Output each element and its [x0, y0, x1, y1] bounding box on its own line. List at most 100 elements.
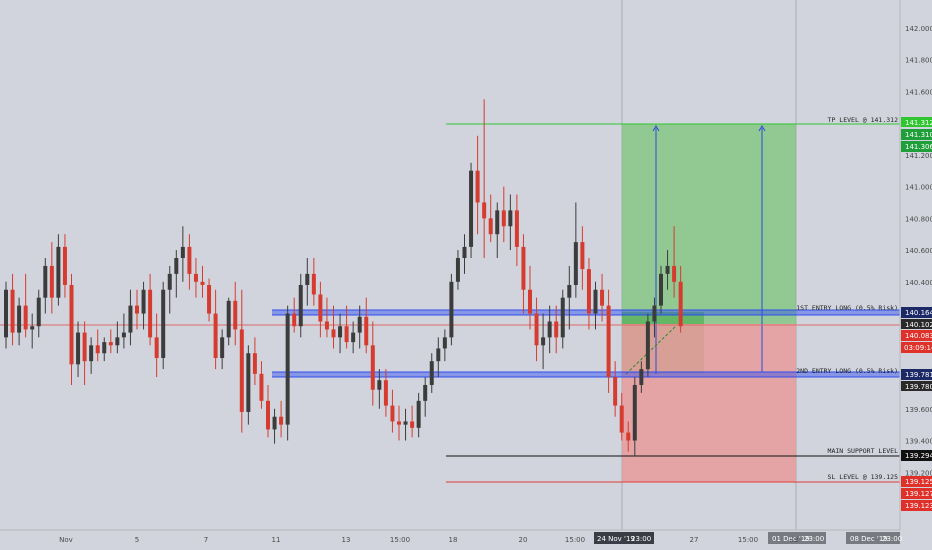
entry2-label: 2ND ENTRY LONG (0.5% Risk) — [796, 367, 898, 375]
candle-body — [659, 273, 663, 306]
candle-body — [89, 345, 94, 362]
date-tag-3: 08 Dec '19 — [850, 535, 888, 543]
candle-body — [586, 269, 591, 314]
target-arrowhead-1 — [652, 125, 660, 132]
candle-body — [475, 170, 480, 203]
candle-body — [62, 246, 67, 285]
candle-body — [56, 246, 61, 298]
entry2-badge-b: 139.780 — [905, 383, 932, 391]
candle-body — [285, 313, 290, 425]
candle-body — [102, 342, 107, 354]
candle-body — [135, 305, 139, 314]
candle-body — [95, 345, 100, 354]
x-tick-label: 15:00 — [565, 536, 585, 544]
candle-body — [436, 348, 441, 362]
current-badge: 140.102 — [905, 321, 932, 329]
candle-body — [370, 345, 375, 390]
candle-body — [49, 265, 54, 298]
sl-badge-b-bg — [901, 488, 932, 499]
candle-body — [108, 342, 113, 346]
candle-body — [207, 284, 212, 314]
sl-badge-a-bg — [901, 476, 932, 487]
current-badge-bg — [901, 319, 932, 329]
tp-level-label: TP LEVEL @ 141.312 — [828, 116, 899, 124]
y-tick-label: 141.200 — [905, 152, 932, 160]
candle-body — [187, 246, 192, 274]
time-tag-3: 23:00 — [882, 535, 902, 543]
candle-body — [266, 400, 270, 430]
sl-badge-b: 139.127 — [905, 490, 932, 498]
x-tick-label: 18 — [449, 536, 458, 544]
candle-body — [141, 289, 146, 314]
candle-body — [547, 321, 552, 338]
candle-body — [30, 326, 35, 330]
entry1-badge-bg — [901, 307, 932, 318]
countdown-badge: 03:09:14 — [904, 344, 932, 352]
candle-body — [272, 416, 277, 430]
x-tick-label: 7 — [204, 536, 208, 544]
candle-body — [652, 305, 657, 322]
candle-body — [10, 289, 15, 333]
candle-body — [567, 284, 572, 298]
candle-body — [357, 316, 362, 333]
candle-body — [416, 400, 421, 428]
candle-body — [344, 326, 349, 343]
candle-body — [318, 294, 323, 322]
candle-body — [351, 332, 356, 343]
candle-body — [488, 218, 493, 235]
crosshair-time: 23:00 — [631, 535, 651, 543]
x-tick-label: 15:00 — [390, 536, 410, 544]
candle-body — [180, 246, 185, 258]
current-red-badge-bg — [901, 330, 932, 341]
candle-body — [580, 242, 585, 270]
y-tick-label: 141.000 — [905, 184, 932, 192]
sl-badge-a: 139.125 — [905, 478, 932, 486]
candle-body — [115, 337, 120, 346]
candle-body — [213, 313, 218, 358]
candle-body — [233, 300, 238, 330]
candle-body — [298, 284, 303, 327]
support-badge: 139.294 — [905, 452, 932, 460]
entry1-label: 1ST ENTRY LONG (0.5% Risk) — [796, 304, 898, 312]
entry1-band — [272, 310, 900, 315]
y-tick-label: 140.400 — [905, 279, 932, 287]
candle-body — [17, 305, 22, 333]
candle-body — [377, 380, 382, 390]
candle-body — [193, 273, 198, 282]
date-tag-2: 01 Dec '19 — [772, 535, 810, 543]
candle-body — [665, 265, 670, 274]
support-badge-bg — [901, 450, 932, 461]
candle-body — [246, 353, 251, 412]
candle-body — [69, 284, 74, 365]
tp-badge-a: 141.312 — [905, 119, 932, 127]
candle-body — [292, 313, 297, 327]
candle-body — [252, 353, 257, 374]
candle-body — [462, 246, 467, 258]
candle-body — [324, 321, 329, 330]
date-tag-3-bg — [846, 532, 900, 544]
sl-badge-c: 139.123 — [905, 502, 932, 510]
entry2-band — [272, 372, 900, 377]
candle-body — [200, 281, 205, 285]
target-arrowhead-2 — [758, 125, 766, 132]
candle-body — [626, 432, 631, 441]
candle-body — [593, 289, 598, 314]
candle-body — [554, 321, 559, 338]
candle-body — [560, 297, 565, 338]
profit-zone — [622, 124, 796, 324]
x-tick-label: 5 — [135, 536, 139, 544]
candle-body — [226, 300, 231, 338]
y-tick-label: 142.000 — [905, 25, 932, 33]
x-tick-label: 27 — [690, 536, 699, 544]
candle-body — [36, 297, 41, 327]
tp-badge-a-bg — [901, 117, 932, 127]
candle-body — [305, 273, 310, 285]
candle-body — [632, 384, 637, 441]
candle-body — [364, 316, 369, 346]
candle-body — [410, 421, 415, 428]
candles-group — [4, 99, 683, 457]
candle-body — [442, 337, 447, 349]
candle-body — [678, 281, 683, 327]
current-red-badge: 140.083 — [905, 332, 932, 340]
